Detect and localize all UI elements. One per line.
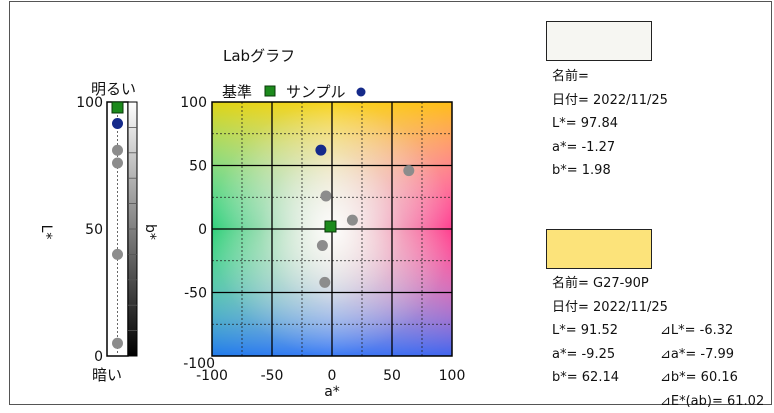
l-sample-point bbox=[112, 118, 123, 129]
sample-b-value: b*= 62.14 bbox=[552, 366, 668, 390]
l-history-point bbox=[112, 338, 123, 349]
ab-history-point bbox=[321, 190, 332, 201]
ab-y-tick-label: -50 bbox=[184, 286, 207, 302]
ab-y-tick-label: 50 bbox=[189, 159, 207, 175]
l-reference-point bbox=[112, 102, 123, 113]
ab-x-tick-label: 100 bbox=[439, 368, 466, 384]
sample-color-swatch bbox=[546, 229, 652, 269]
chart-title: Labグラフ bbox=[223, 47, 295, 65]
ab-history-point bbox=[347, 215, 358, 226]
ab-history-point bbox=[317, 240, 328, 251]
ab-history-point bbox=[319, 277, 330, 288]
ab-y-tick-label: 100 bbox=[180, 95, 207, 111]
reference-name: 名前= bbox=[552, 65, 668, 89]
legend-reference-label: 基準 bbox=[222, 83, 252, 101]
legend-sample-marker bbox=[357, 88, 366, 97]
l-history-point bbox=[112, 145, 123, 156]
l-tick-label: 0 bbox=[94, 349, 103, 365]
l-bottom-label: 暗い bbox=[92, 366, 122, 384]
reference-info: 名前= 日付= 2022/11/25 L*= 97.84 a*= -1.27 b… bbox=[552, 65, 668, 183]
ab-x-tick-label: 0 bbox=[328, 368, 337, 384]
ab-sample-point bbox=[315, 145, 326, 156]
l-history-point bbox=[112, 249, 123, 260]
b-axis-label: b* bbox=[142, 224, 158, 240]
reference-date: 日付= 2022/11/25 bbox=[552, 89, 668, 113]
reference-b-value: b*= 1.98 bbox=[552, 159, 668, 183]
delta-l-value: ⊿L*= -6.32 bbox=[660, 319, 764, 343]
l-tick-label: 100 bbox=[76, 95, 103, 111]
legend-sample-label: サンプル bbox=[286, 83, 346, 101]
ab-y-tick-label: 0 bbox=[198, 222, 207, 238]
sample-name: 名前= G27-90P bbox=[552, 272, 668, 296]
legend-reference-marker bbox=[265, 86, 275, 96]
l-tick-label: 50 bbox=[85, 222, 103, 238]
delta-b-value: ⊿b*= 60.16 bbox=[660, 366, 764, 390]
ab-history-point bbox=[403, 165, 414, 176]
delta-e-value: ⊿E*(ab)= 61.02 bbox=[660, 390, 764, 413]
l-history-point bbox=[112, 157, 123, 168]
ab-x-tick-label: -50 bbox=[261, 368, 284, 384]
delta-a-value: ⊿a*= -7.99 bbox=[660, 343, 764, 367]
sample-l-value: L*= 91.52 bbox=[552, 319, 668, 343]
reference-a-value: a*= -1.27 bbox=[552, 136, 668, 160]
ab-x-tick-label: 50 bbox=[383, 368, 401, 384]
reference-l-value: L*= 97.84 bbox=[552, 112, 668, 136]
sample-info: 名前= G27-90P 日付= 2022/11/25 L*= 91.52 a*=… bbox=[552, 272, 668, 390]
sample-a-value: a*= -9.25 bbox=[552, 343, 668, 367]
ab-reference-point bbox=[325, 221, 336, 232]
ab-y-tick-label: -100 bbox=[183, 356, 215, 372]
a-axis-label: a* bbox=[324, 384, 340, 400]
delta-info: ⊿L*= -6.32 ⊿a*= -7.99 ⊿b*= 60.16 ⊿E*(ab)… bbox=[660, 319, 764, 413]
sample-date: 日付= 2022/11/25 bbox=[552, 296, 668, 320]
l-axis-label: L* bbox=[38, 225, 54, 240]
reference-color-swatch bbox=[546, 21, 652, 61]
